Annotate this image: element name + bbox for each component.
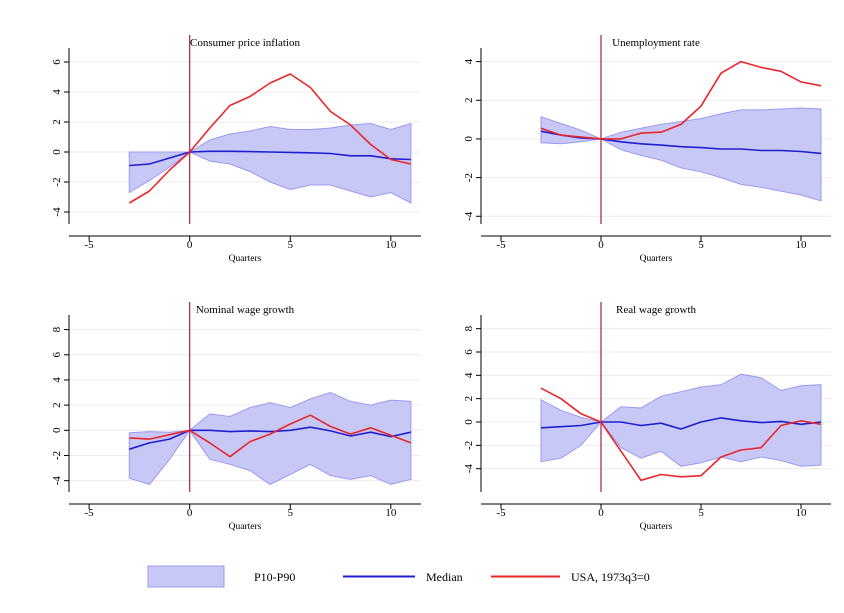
y-tick-label: 0 xyxy=(463,136,475,142)
y-tick-label: 0 xyxy=(463,419,475,425)
x-tick-label: 5 xyxy=(288,507,294,519)
panel-3: -4 -2 0 2 4 6 8 -5 0 5 10 Nominal wage growth Quarte… xyxy=(51,302,421,532)
y-tick-label: 2 xyxy=(463,396,475,402)
median-line xyxy=(540,417,822,430)
usa-line xyxy=(128,73,412,204)
y-tick-label: 4 xyxy=(463,58,475,64)
median-line xyxy=(129,150,411,167)
y-tick-label: 4 xyxy=(51,89,63,95)
x-axis-label: Quarters xyxy=(229,254,262,264)
x-tick-label: 10 xyxy=(796,239,808,251)
y-tick-label: 8 xyxy=(463,325,475,331)
panel-title: Consumer price inflation xyxy=(190,37,300,49)
usa-line xyxy=(540,387,822,482)
x-tick-label: 10 xyxy=(385,507,397,519)
median-line xyxy=(129,426,412,450)
legend-usa-label: USA, 1973q3=0 xyxy=(571,570,650,584)
x-tick-label: 5 xyxy=(288,239,294,251)
y-tick-label: -2 xyxy=(463,441,475,450)
y-tick-label: 2 xyxy=(463,98,475,104)
y-tick-label: 6 xyxy=(51,352,63,358)
legend-band-swatch xyxy=(147,565,225,588)
panel-2: -4 -2 0 2 4 -5 0 5 10 Unemployment rate Quarters xyxy=(463,35,831,264)
y-tick-label: -4 xyxy=(463,211,475,221)
y-tick-label: 2 xyxy=(51,119,63,125)
x-tick-label: -5 xyxy=(85,239,95,251)
x-tick-label: 10 xyxy=(385,239,397,251)
usa-line xyxy=(540,60,822,140)
x-tick-label: 5 xyxy=(698,239,704,251)
y-tick-label: -4 xyxy=(463,464,475,474)
panel-title: Unemployment rate xyxy=(612,37,700,49)
panel-4: -4 -2 0 2 4 6 8 -5 0 5 10 Real wage growth Quarters xyxy=(463,302,831,532)
y-tick-label: 2 xyxy=(51,402,63,408)
y-tick-label: 4 xyxy=(51,377,63,383)
panel-1: -4 -2 0 2 4 6 -5 0 5 10 Consumer price inflation Qu… xyxy=(51,35,421,264)
x-tick-label: -5 xyxy=(496,507,506,519)
y-tick-label: -4 xyxy=(51,207,63,217)
x-tick-label: 0 xyxy=(187,239,193,251)
band-p10-p90 xyxy=(540,107,822,202)
x-axis-label: Quarters xyxy=(229,522,262,532)
y-tick-label: -2 xyxy=(51,451,63,460)
y-tick-label: 6 xyxy=(463,349,475,355)
band-p10-p90 xyxy=(128,391,412,485)
x-tick-label: 0 xyxy=(598,239,604,251)
y-tick-label: -2 xyxy=(463,173,475,182)
x-tick-label: 0 xyxy=(187,507,193,519)
y-tick-label: 0 xyxy=(51,149,63,155)
y-tick-label: 4 xyxy=(463,372,475,378)
y-tick-label: 6 xyxy=(51,59,63,65)
usa-line xyxy=(129,414,412,458)
band-p10-p90 xyxy=(128,122,412,204)
panels: -4 -2 0 2 4 6 -5 0 5 10 Consumer price inflation Qu… xyxy=(51,35,831,532)
y-tick-label: -2 xyxy=(51,177,63,186)
y-tick-label: 8 xyxy=(51,326,63,332)
x-axis-label: Quarters xyxy=(640,254,673,264)
panel-title: Real wage growth xyxy=(616,304,697,316)
x-tick-label: 0 xyxy=(598,507,604,519)
x-axis-label: Quarters xyxy=(640,522,673,532)
x-tick-label: 10 xyxy=(796,507,808,519)
y-tick-label: -4 xyxy=(51,476,63,486)
legend-median-label: Median xyxy=(426,570,463,584)
legend: P10-P90 Median USA, 1973q3=0 xyxy=(147,565,650,588)
x-tick-label: 5 xyxy=(698,507,704,519)
band-p10-p90 xyxy=(540,373,822,467)
x-tick-label: -5 xyxy=(85,507,95,519)
y-tick-label: 0 xyxy=(51,427,63,433)
panel-title: Nominal wage growth xyxy=(196,304,295,316)
x-tick-label: -5 xyxy=(496,239,506,251)
legend-band-label: P10-P90 xyxy=(254,570,295,584)
